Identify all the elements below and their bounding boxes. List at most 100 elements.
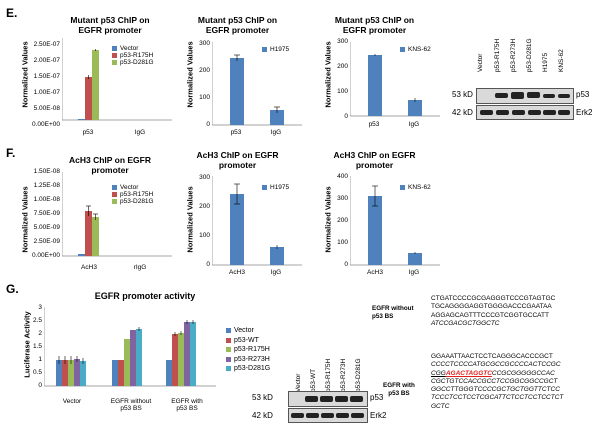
f1-title-line1: AcH3 ChIP on EGFR — [68, 155, 152, 165]
e-blot-lane-labels: Vector p53-R175H p53-R273H p53-D281G H19… — [477, 38, 584, 72]
g-xcat-0: Vector — [62, 398, 82, 405]
panel-label-e: E. — [6, 6, 18, 20]
f1-xcat-1: rIgG — [133, 264, 147, 271]
e1-xcat-0: p53 — [82, 129, 94, 136]
e2-ytick-2: 200 — [199, 67, 210, 74]
seq-without: CTGATCCCCGCGAGGGTCCCGTAGTGC TGCAGGGGAGGT… — [431, 295, 555, 328]
e1-bar-vector — [78, 119, 85, 120]
g-ytick-4: 2 — [38, 330, 42, 337]
seq-with-line-6: TCCCTCCTCCTCGCATTCTCCTCCTCCTCT — [431, 394, 564, 402]
e-lane-4: H1975 — [542, 52, 549, 72]
e2-title-line2: EGFR promoter — [205, 25, 270, 35]
e2-ytick-3: 300 — [199, 40, 210, 47]
e3-xcat-0: p53 — [368, 121, 380, 128]
g-plot — [44, 307, 216, 387]
e3-ytick-3: 300 — [337, 38, 348, 45]
g-ytick-1: 0.5 — [32, 369, 42, 376]
e1-title-line2: EGFR promoter — [78, 25, 142, 35]
f1-ytick-0: 0.00E+00 — [31, 252, 60, 259]
e1-legend-d281g: p53-D281G — [112, 59, 154, 66]
f1-ytick-5: 1.25E-08 — [33, 182, 60, 189]
p53-binding-site: AGACTAGGTC — [445, 369, 492, 377]
e-blot-erk2 — [476, 105, 574, 120]
e2-ylabel: Normalized Values — [185, 41, 195, 108]
e2-xcat-1: IgG — [270, 129, 282, 136]
e1-ytick-2: 1.00E-07 — [33, 89, 60, 96]
e3-ytick-2: 200 — [337, 63, 348, 70]
f2-ytick-3: 300 — [199, 174, 210, 181]
g-legend-d281g: p53-D281G — [226, 364, 270, 374]
seq-with-line-5: GGCCTTGGGTCCCCGCTGCTGGTTCTCC — [431, 386, 560, 394]
e1-ytick-1: 5.00E-08 — [33, 105, 60, 112]
e3-title-line2: EGFR promoter — [342, 25, 407, 35]
f3-title: AcH3 ChIP on EGFR promoter — [312, 150, 437, 170]
e-lane-1: p53-R175H — [494, 38, 501, 72]
f3-title-line2: promoter — [355, 160, 394, 170]
g-xcat-1: EGFR without p53 BS — [104, 398, 158, 412]
f3-bar-ach3 — [368, 196, 382, 265]
seq-with-line-7: GCTC — [431, 402, 450, 410]
g-legend: Vector p53-WT p53-R175H p53-R273H p53-D2… — [226, 326, 270, 374]
g-blot-lane-labels: Vector p53-WT p53-R175H p53-R273H p53-D2… — [295, 358, 382, 392]
e1-title-line1: Mutant p53 ChIP on — [70, 15, 150, 25]
e2-bar-p53 — [230, 58, 244, 125]
e2-title: Mutant p53 ChIP on EGFR promoter — [175, 15, 300, 35]
f2-title: AcH3 ChIP on EGFR promoter — [175, 150, 300, 170]
g-ytick-0: 0 — [38, 382, 42, 389]
e2-legend-h1975: H1975 — [262, 46, 289, 53]
e-protein-p53: p53 — [576, 90, 590, 99]
f1-title-line2: promoter — [91, 165, 129, 175]
g-blot-erk2 — [288, 408, 368, 423]
g-bar-g1-wt — [62, 360, 68, 386]
g-legend-r273h: p53-R273H — [226, 355, 270, 365]
seq-with-line-2: CCCCTCCCCATGCGCCGCCCCACTCCGC — [431, 361, 561, 369]
f3-xcat-1: IgG — [408, 269, 420, 276]
g-kd-42: 42 kD — [252, 411, 273, 420]
g-legend-vector: Vector — [226, 326, 270, 336]
seq-with: GGAAATTAACTCCTCAGGGCACCCGCT CCCCTCCCCATG… — [431, 353, 563, 411]
seq-without-line-1: TGCAGGGGAGGTGGGGACCCGAATAA — [431, 303, 552, 311]
e1-ytick-5: 2.50E-07 — [33, 41, 60, 48]
g-lane-2: p53-R175H — [325, 358, 332, 392]
f1-bar-r175h — [85, 211, 92, 256]
f1-legend-r175h: p53-R175H — [112, 191, 154, 198]
e1-ytick-4: 2.00E-07 — [33, 57, 60, 64]
g-bar-g1-d281g — [80, 361, 86, 386]
e-lane-5: KNS-62 — [558, 49, 565, 72]
panel-label-f: F. — [6, 146, 16, 160]
f3-title-line1: AcH3 ChIP on EGFR — [333, 150, 416, 160]
g-bar-g3-vector — [166, 360, 172, 386]
seq-without-label: EGFR without p53 BS — [372, 305, 414, 320]
seq-without-line-2: AGGAGCAGTTTCCCGTCGGTGCCATT — [431, 311, 549, 319]
f1-legend: Vector p53-R175H p53-D281G — [112, 184, 154, 205]
g-bar-g2-r273h — [130, 330, 136, 386]
f3-ylabel: Normalized Values — [323, 186, 333, 253]
g-ytick-5: 2.5 — [32, 317, 42, 324]
e1-ytick-3: 1.50E-07 — [33, 73, 60, 80]
f1-bar-vector — [78, 254, 85, 256]
e2-title-line1: Mutant p53 ChIP on — [197, 15, 278, 25]
e1-legend-r175h: p53-R175H — [112, 52, 154, 59]
f2-ytick-0: 0 — [206, 261, 210, 268]
g-bar-g2-r175h — [124, 339, 130, 386]
e3-bar-igg — [408, 100, 422, 116]
e-kd-42: 42 kD — [452, 108, 473, 117]
f3-ytick-1: 100 — [337, 239, 348, 246]
f2-ytick-1: 100 — [199, 232, 210, 239]
f2-xcat-0: AcH3 — [229, 269, 245, 276]
e1-legend: Vector p53-R175H p53-D281G — [112, 45, 154, 66]
e3-ytick-1: 100 — [337, 88, 348, 95]
f1-ytick-4: 1.00E-08 — [33, 196, 60, 203]
g-xcat-2: EGFR with p53 BS — [160, 398, 214, 412]
f2-title-line2: promoter — [218, 160, 257, 170]
g-bar-g3-r273h — [184, 322, 190, 386]
g-bar-g3-d281g — [190, 322, 196, 386]
g-kd-53: 53 kD — [252, 393, 273, 402]
f2-plot — [212, 176, 302, 266]
g-blot-p53 — [288, 391, 368, 407]
g-bar-g2-d281g — [136, 329, 142, 386]
g-xcat-1-line1: EGFR without — [110, 398, 152, 405]
e3-plot — [350, 42, 440, 117]
g-xcat-1-line2: p53 BS — [120, 405, 142, 412]
f2-xcat-1: IgG — [270, 269, 282, 276]
